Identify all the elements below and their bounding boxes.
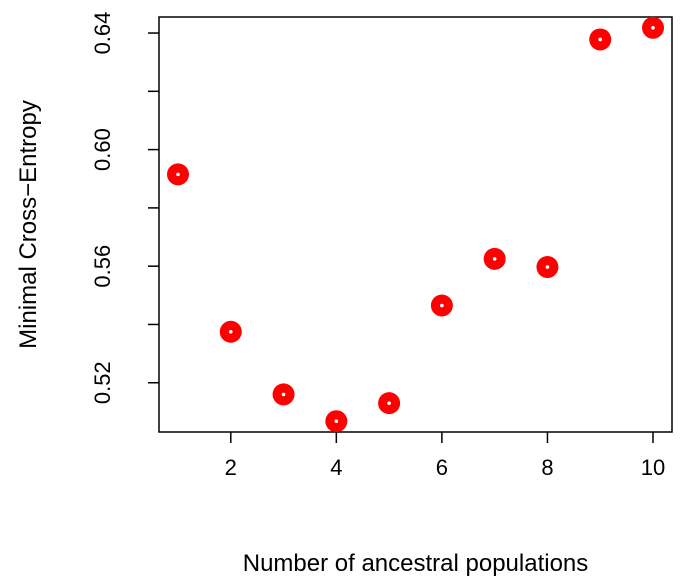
x-tick-label: 2 [225, 455, 237, 480]
data-point-center [651, 25, 655, 30]
data-point-center [598, 37, 603, 42]
data-point-center [545, 265, 550, 269]
y-tick-label: 0.64 [90, 12, 115, 55]
x-tick-label: 6 [436, 455, 448, 480]
data-point-center [176, 172, 180, 177]
data-point-center [281, 392, 286, 397]
plot-frame [158, 16, 673, 433]
x-axis-title: Number of ancestral populations [243, 550, 589, 577]
x-tick-label: 4 [330, 455, 342, 480]
x-tick-label: 8 [541, 455, 553, 480]
data-point-center [440, 303, 444, 308]
x-axis: 2 4 6 8 10 [225, 432, 665, 480]
data-points [167, 16, 664, 433]
data-point-center [492, 257, 497, 261]
data-point-center [387, 401, 391, 405]
y-tick-label: 0.56 [90, 245, 115, 288]
data-point-center [228, 329, 233, 334]
x-tick-label: 10 [641, 455, 665, 480]
y-axis-title: Minimal Cross−Entropy [15, 100, 42, 349]
y-tick-label: 0.52 [90, 361, 115, 404]
y-axis: 0.52 0.56 0.60 0.64 [90, 12, 159, 404]
y-tick-label: 0.60 [90, 128, 115, 171]
data-point-center [334, 419, 339, 424]
